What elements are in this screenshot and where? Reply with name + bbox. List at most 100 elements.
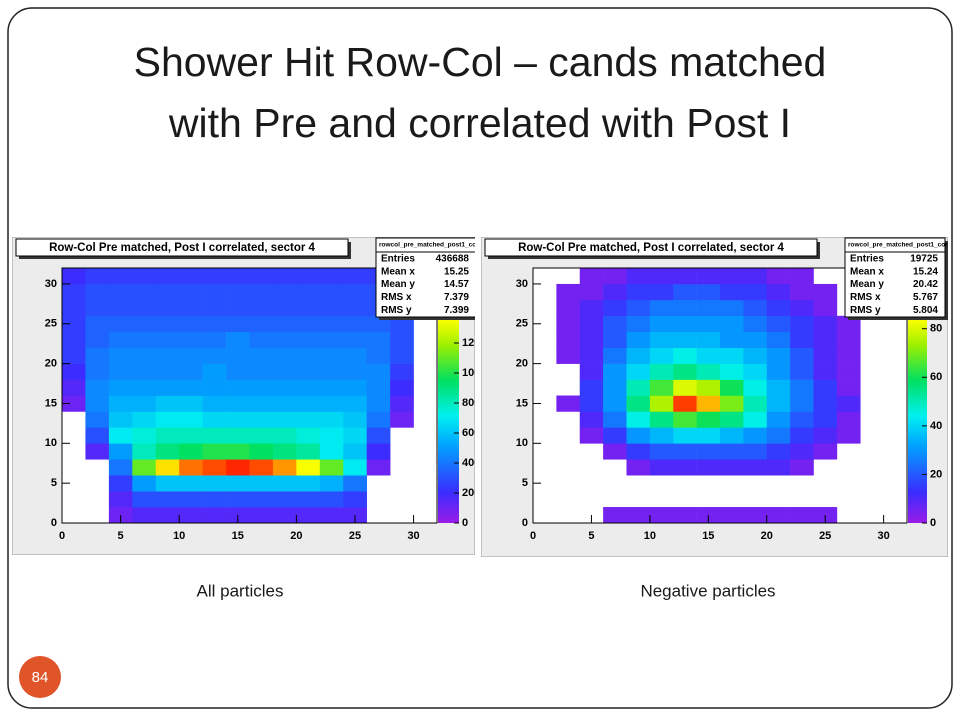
stats-value: 14.57 [444,279,469,290]
heat-cell [766,459,791,476]
stats-label: Mean y [850,279,884,290]
heat-cell [179,363,203,380]
heat-cell [202,427,227,444]
heat-cell [696,395,721,412]
heat-cell [366,459,391,476]
heat-cell [249,443,274,460]
heat-cell [226,268,250,285]
heat-cell [790,411,814,428]
heat-cell [179,315,203,333]
heat-cell [226,315,250,333]
heat-cell [696,283,721,301]
heat-cell [649,283,674,301]
heat-cell [813,315,838,333]
heat-cell [249,411,274,428]
heat-cell [202,459,227,476]
stats-value: 436688 [436,254,470,265]
heat-cell [790,315,814,333]
heat-cell [319,268,344,285]
heat-cell [108,491,133,508]
y-tick-label: 5 [522,477,528,489]
heat-cell [249,268,274,285]
heat-cell [766,395,791,412]
heat-cell [62,315,86,333]
heat-cell [85,268,110,285]
heat-cell [579,395,604,412]
heat-cell [579,315,604,333]
heat-cell [626,411,651,428]
heat-cell [85,283,110,301]
heat-cell [790,507,814,524]
heat-cell [296,268,321,285]
x-tick-label: 25 [349,530,361,542]
heat-cell [836,379,861,396]
heat-cell [202,443,227,460]
heat-cell [132,459,157,476]
stats-label: RMS x [850,292,881,303]
heat-cell [626,427,651,444]
stats-label: Mean x [850,266,884,277]
heat-cell [649,507,674,524]
heat-cell [720,411,744,428]
heat-cell [766,268,791,285]
heat-cell [696,347,721,364]
slide-title: Shower Hit Row-Col – cands matched [134,39,827,85]
heat-cell [343,299,367,317]
heat-cell [720,443,744,460]
z-tick-label: 1000 [462,367,486,379]
heat-cell [202,331,227,348]
heat-cell [319,283,344,301]
heat-cell [296,475,321,492]
heat-cell [696,427,721,444]
heat-cell [179,379,203,396]
heat-cell [836,395,861,412]
heat-cell [132,331,157,348]
heat-cell [720,268,744,285]
heat-cell [202,268,227,285]
heat-cell [579,268,604,285]
heat-cell [603,315,627,333]
heat-cell [649,427,674,444]
heat-cell [626,459,651,476]
heat-cell [696,459,721,476]
heat-cell [626,379,651,396]
heat-cell [790,268,814,285]
stats-label: Mean x [381,266,415,277]
heat-cell [132,475,157,492]
heat-cell [272,395,297,412]
heat-cell [836,411,861,428]
heat-cell [743,315,768,333]
heat-cell [603,411,627,428]
heat-cell [790,363,814,380]
heat-cell [179,427,203,444]
heat-cell [108,347,133,364]
heat-cell [673,443,697,460]
heat-cell [155,507,180,524]
heat-cell [226,427,250,444]
heat-cell [720,363,744,380]
heat-cell [366,427,391,444]
stats-name: rowcol_pre_matched_post1_corr_s4 [848,242,960,249]
z-tick-label: 0 [930,517,936,529]
heat-cell [179,475,203,492]
heat-cell [343,315,367,333]
heat-cell [673,379,697,396]
slide-title: with Pre and correlated with Post I [168,100,791,146]
heat-cell [720,395,744,412]
heat-cell [85,347,110,364]
heat-cell [272,331,297,348]
z-tick-label: 40 [930,420,942,432]
heat-cell [720,315,744,333]
heat-cell [85,379,110,396]
plot-image: 0 5 10 15 20 25 30 0 5 10 15 20 25 30 0 20 40 60 80 Row-Col… [481,237,960,557]
heat-cell [202,491,227,508]
heat-cell [272,475,297,492]
heat-cell [626,268,651,285]
heat-cell [296,379,321,396]
heat-cell [132,411,157,428]
heat-cell [296,315,321,333]
stats-label: Mean y [381,279,415,290]
heat-cell [813,283,838,301]
heat-cell [155,411,180,428]
heat-cell [649,299,674,317]
